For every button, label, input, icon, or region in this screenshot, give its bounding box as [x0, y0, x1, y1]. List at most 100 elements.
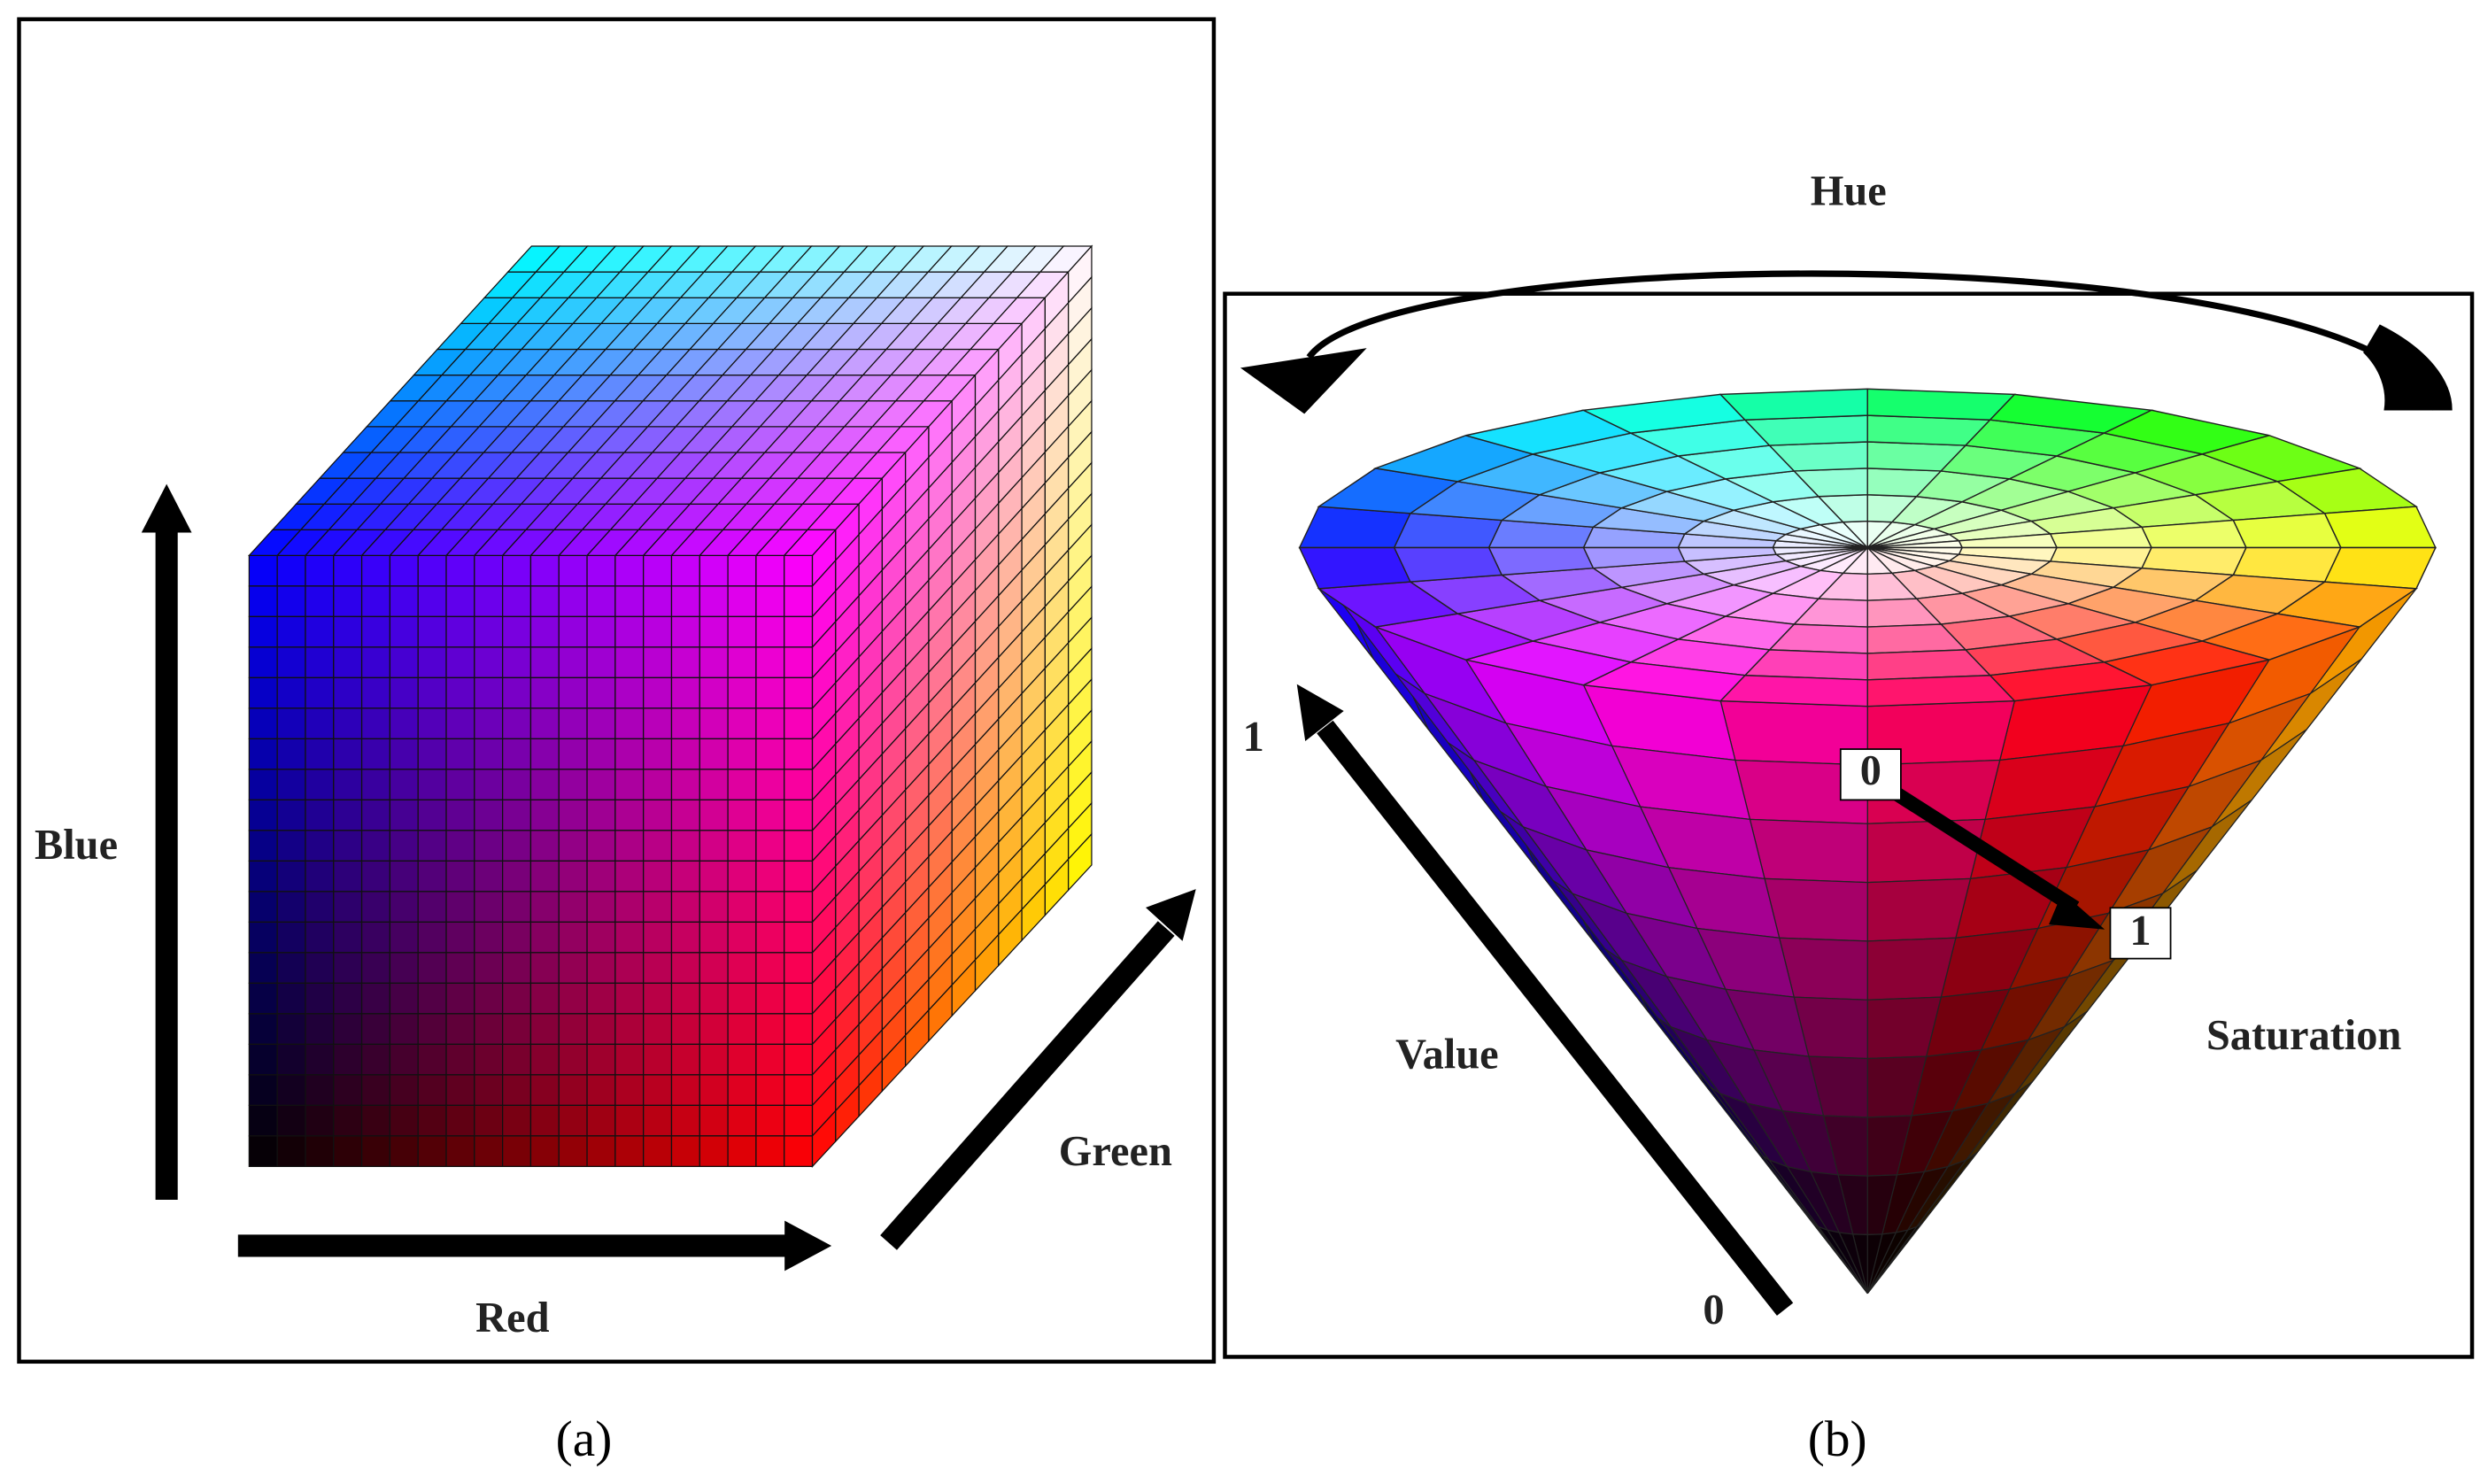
cube-front-cell [248, 1043, 278, 1076]
cube-front-cell [248, 1074, 278, 1107]
cube-front-cell [417, 921, 447, 954]
cube-front-cell [586, 952, 616, 985]
cube-front-cell [614, 921, 645, 954]
value-label: Value [1395, 1032, 1499, 1078]
cube-front-cell [248, 676, 278, 709]
cube-front-cell [670, 646, 700, 679]
cube-front-cell [502, 1074, 532, 1107]
cube-front-cell [586, 860, 616, 893]
cube-front-cell [276, 799, 306, 831]
hue-label: Hue [1811, 168, 1887, 215]
cone-top-cell [1719, 388, 1868, 421]
cube-front-cell [727, 1135, 757, 1168]
cube-front-cell [248, 585, 278, 618]
cube-front-cell [755, 554, 785, 587]
cube-front-cell [558, 1013, 588, 1046]
cube-front-cell [276, 891, 306, 924]
cube-front-cell [276, 615, 306, 648]
cone-side-cell [1866, 818, 1986, 884]
cube-front-cell [586, 799, 616, 831]
cube-front-cell [276, 982, 306, 1015]
cube-front-cell [586, 769, 616, 801]
cube-front-cell [276, 1013, 306, 1046]
cube-front-cell [333, 860, 363, 893]
cube-front-cell [755, 1013, 785, 1046]
cube-front-cell [529, 676, 560, 709]
cube-front-cell [643, 1074, 673, 1107]
cube-front-cell [529, 738, 560, 770]
cube-front-cell [699, 799, 729, 831]
cube-front-cell [643, 738, 673, 770]
cube-front-cell [727, 738, 757, 770]
cube-front-cell [276, 952, 306, 985]
cube-front-cell [248, 554, 278, 587]
cube-front-cell [699, 891, 729, 924]
cube-front-cell [417, 738, 447, 770]
cube-front-cell [502, 585, 532, 618]
cube-front-cell [474, 860, 504, 893]
cube-front-cell [248, 799, 278, 831]
cube-front-cell [643, 952, 673, 985]
cube-front-cell [502, 952, 532, 985]
hue-arc-tail [2363, 324, 2453, 411]
cube-front-cell [727, 952, 757, 985]
cube-front-cell [276, 676, 306, 709]
cube-front-cell [305, 707, 335, 740]
cube-front-cell [276, 921, 306, 954]
cube-front-cell [360, 738, 391, 770]
cube-front-cell [614, 554, 645, 587]
cube-front-cell [474, 1135, 504, 1168]
saturation-arrow [1887, 784, 2080, 915]
cube-front-cell [417, 1135, 447, 1168]
value-min-label: 0 [1703, 1287, 1724, 1333]
cube-front-cell [558, 921, 588, 954]
cube-front-cell [586, 707, 616, 740]
cube-front-cell [502, 1013, 532, 1046]
cube-front-cell [784, 952, 814, 985]
cube-front-cell [305, 615, 335, 648]
cube-front-cell [333, 1135, 363, 1168]
cube-front-cell [333, 1074, 363, 1107]
cube-front-cell [445, 1013, 475, 1046]
cube-front-cell [670, 860, 700, 893]
cube-front-cell [417, 615, 447, 648]
cube-front-cell [784, 1043, 814, 1076]
saturation-min-label: 0 [1860, 747, 1881, 794]
cube-front-cell [276, 1104, 306, 1137]
cube-front-cell [643, 799, 673, 831]
cube-front-cell [586, 1135, 616, 1168]
cube-front-cell [360, 1104, 391, 1137]
cube-front-cell [333, 585, 363, 618]
cube-front-cell [445, 769, 475, 801]
cube-front-cell [727, 769, 757, 801]
cube-front-cell [417, 891, 447, 924]
cube-front-cell [248, 615, 278, 648]
cone-side-cell [1810, 1218, 1868, 1295]
cube-front-cell [276, 707, 306, 740]
cube-front-cell [333, 921, 363, 954]
cube-front-cell [614, 676, 645, 709]
cube-front-cell [586, 830, 616, 862]
cube-front-cell [586, 921, 616, 954]
cube-front-cell [445, 799, 475, 831]
cube-front-cell [670, 1135, 700, 1168]
cube-front-cell [643, 676, 673, 709]
cube-front-cell [276, 1043, 306, 1076]
cube-front-cell [389, 707, 419, 740]
cube-front-cell [248, 952, 278, 985]
cube-front-cell [699, 554, 729, 587]
cube-front-cell [784, 830, 814, 862]
cube-front-cell [417, 1043, 447, 1076]
cube-front-cell [333, 738, 363, 770]
cube-front-cell [614, 646, 645, 679]
blue-arrowhead [141, 483, 192, 533]
cube-front-cell [389, 676, 419, 709]
cube-front-cell [529, 982, 560, 1015]
cube-front-cell [670, 707, 700, 740]
cube-front-cell [305, 676, 335, 709]
cube-front-cell [502, 830, 532, 862]
cube-front-cell [699, 830, 729, 862]
cube-front-cell [529, 952, 560, 985]
cube-front-cell [529, 830, 560, 862]
cube-front-cell [586, 1013, 616, 1046]
